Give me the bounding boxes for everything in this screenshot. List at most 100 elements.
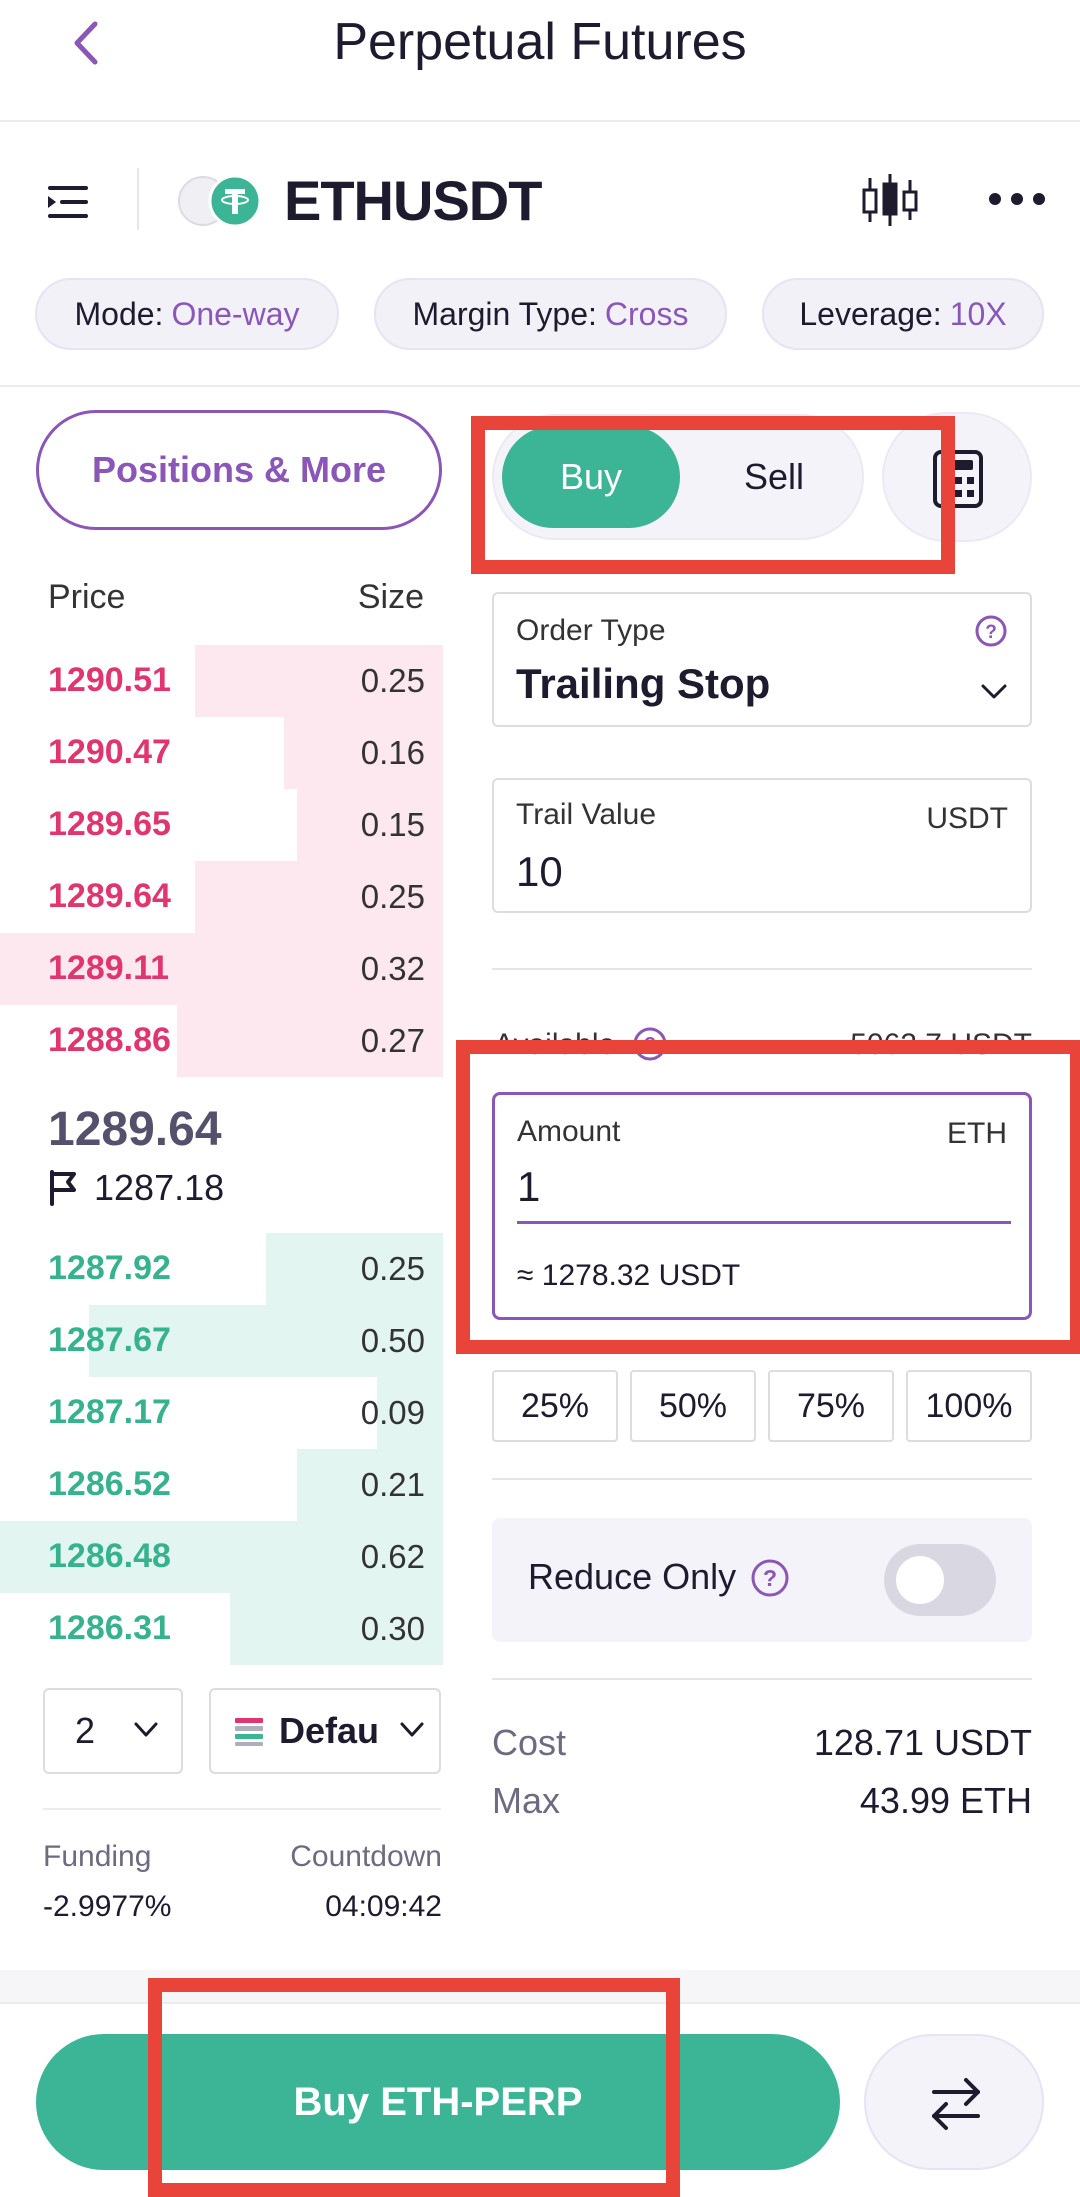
orderbook-bid-row[interactable]: 1287.92 0.25 bbox=[0, 1233, 443, 1305]
margin-type-pill[interactable]: Margin Type: Cross bbox=[374, 278, 727, 350]
amount-unit: ETH bbox=[947, 1117, 1007, 1150]
chevron-down-icon bbox=[134, 1722, 158, 1737]
trail-value-input[interactable]: Trail Value USDT 10 bbox=[492, 778, 1032, 913]
help-icon[interactable]: ? bbox=[974, 614, 1008, 648]
orderbook-size: 0.30 bbox=[360, 1610, 425, 1647]
orderbook-price: 1289.11 bbox=[48, 949, 170, 987]
buy-sell-toggle: Buy Sell bbox=[492, 414, 864, 540]
order-type-value: Trailing Stop bbox=[516, 660, 771, 707]
orderbook-price: 1287.92 bbox=[48, 1249, 171, 1287]
orderbook-bid-row[interactable]: 1287.17 0.09 bbox=[0, 1377, 443, 1449]
orderbook-view-select[interactable]: Defau bbox=[209, 1688, 441, 1774]
swap-button[interactable] bbox=[864, 2034, 1044, 2170]
orderbook-price: 1286.52 bbox=[48, 1465, 171, 1503]
orderbook-size: 0.27 bbox=[360, 1022, 425, 1059]
orderbook-ask-row[interactable]: 1288.86 0.27 bbox=[0, 1005, 443, 1077]
amount-value: 1 bbox=[517, 1163, 541, 1210]
depth-bar bbox=[230, 1593, 443, 1665]
orderbook-bid-row[interactable]: 1286.48 0.62 bbox=[0, 1521, 443, 1593]
amount-label: Amount bbox=[517, 1115, 621, 1148]
buy-tab[interactable]: Buy bbox=[502, 426, 680, 528]
max-label: Max bbox=[492, 1780, 561, 1821]
divider bbox=[43, 1808, 441, 1810]
orderbook-price: 1287.67 bbox=[48, 1321, 171, 1359]
orderbook-ask-row[interactable]: 1290.47 0.16 bbox=[0, 717, 443, 789]
orderbook-view-value: Defau bbox=[279, 1710, 380, 1751]
orderbook-price: 1288.86 bbox=[48, 1021, 171, 1059]
symbol-name[interactable]: ETHUSDT bbox=[284, 169, 542, 232]
depth-bar bbox=[297, 1449, 443, 1521]
orderbook-size: 0.25 bbox=[360, 878, 425, 915]
help-icon[interactable]: ? bbox=[750, 1558, 790, 1598]
input-underline bbox=[517, 1221, 1011, 1224]
orderbook-ask-row[interactable]: 1290.51 0.25 bbox=[0, 645, 443, 717]
pair-coins-icon bbox=[178, 174, 262, 228]
reduce-only-label: Reduce Only bbox=[528, 1556, 737, 1597]
funding-label: Funding bbox=[43, 1840, 152, 1873]
swap-arrows-icon bbox=[932, 2078, 980, 2130]
orderbook-size: 0.25 bbox=[360, 662, 425, 699]
highlight-box-buy-button bbox=[148, 1978, 680, 2197]
depth-precision-value: 2 bbox=[75, 1710, 96, 1751]
svg-text:?: ? bbox=[985, 622, 997, 643]
candlestick-chart-icon[interactable] bbox=[860, 172, 920, 228]
mode-label: Mode: bbox=[74, 295, 164, 332]
orderbook-layout-icon bbox=[235, 1718, 263, 1746]
chevron-down-icon bbox=[981, 684, 1007, 699]
orderbook-price: 1286.48 bbox=[48, 1537, 171, 1575]
order-type-select[interactable]: Order Type ? Trailing Stop bbox=[492, 592, 1032, 727]
depth-bar bbox=[195, 861, 443, 933]
trail-value-value: 10 bbox=[516, 848, 563, 895]
orderbook-ask-row[interactable]: 1289.64 0.25 bbox=[0, 861, 443, 933]
orderbook-ask-row[interactable]: 1289.11 0.32 bbox=[0, 933, 443, 1005]
divider bbox=[0, 385, 1080, 387]
trail-value-label: Trail Value bbox=[516, 798, 657, 831]
list-menu-icon[interactable] bbox=[46, 180, 90, 224]
buy-eth-perp-button[interactable]: Buy ETH-PERP bbox=[36, 2034, 840, 2170]
sell-tab[interactable]: Sell bbox=[743, 456, 805, 497]
orderbook-price: 1289.64 bbox=[48, 877, 171, 915]
highlight-box-side-toggle bbox=[471, 416, 955, 574]
percent-50-button[interactable]: 50% bbox=[630, 1370, 756, 1442]
depth-bar bbox=[195, 645, 443, 717]
page-title: Perpetual Futures bbox=[333, 13, 747, 71]
orderbook-bid-row[interactable]: 1287.67 0.50 bbox=[0, 1305, 443, 1377]
mode-pill[interactable]: Mode: One-way bbox=[35, 278, 339, 350]
leverage-label: Leverage: bbox=[799, 295, 942, 332]
leverage-value: 10X bbox=[949, 295, 1007, 332]
orderbook-price-header: Price bbox=[48, 578, 126, 616]
svg-text:?: ? bbox=[763, 1565, 777, 1591]
orderbook-bid-row[interactable]: 1286.52 0.21 bbox=[0, 1449, 443, 1521]
funding-rate: -2.9977% bbox=[43, 1890, 172, 1923]
reduce-only-row: Reduce Only ? bbox=[492, 1518, 1032, 1642]
depth-precision-select[interactable]: 2 bbox=[43, 1688, 183, 1774]
orderbook-size: 0.16 bbox=[360, 734, 425, 771]
highlight-box-amount bbox=[456, 1040, 1080, 1354]
divider bbox=[492, 1478, 1032, 1480]
order-type-label: Order Type bbox=[516, 614, 666, 647]
reduce-only-toggle[interactable] bbox=[884, 1544, 996, 1616]
positions-more-button[interactable]: Positions & More bbox=[36, 410, 442, 530]
depth-bar bbox=[0, 1521, 443, 1593]
orderbook-size: 0.15 bbox=[360, 806, 425, 843]
percent-25-button[interactable]: 25% bbox=[492, 1370, 618, 1442]
divider bbox=[492, 968, 1032, 970]
orderbook-price: 1290.51 bbox=[48, 661, 171, 699]
back-button[interactable] bbox=[66, 18, 106, 68]
percent-100-button[interactable]: 100% bbox=[906, 1370, 1032, 1442]
orderbook-ask-row[interactable]: 1289.65 0.15 bbox=[0, 789, 443, 861]
divider bbox=[492, 1678, 1032, 1680]
depth-bar bbox=[266, 1233, 443, 1305]
percent-75-button[interactable]: 75% bbox=[768, 1370, 894, 1442]
amount-input[interactable]: Amount ETH 1 ≈ 1278.32 USDT bbox=[492, 1092, 1032, 1320]
last-price: 1289.64 bbox=[48, 1103, 222, 1156]
chevron-down-icon bbox=[400, 1722, 424, 1737]
orderbook-size: 0.50 bbox=[360, 1322, 425, 1359]
amount-usdt-estimate: ≈ 1278.32 USDT bbox=[517, 1259, 741, 1292]
more-options-icon[interactable] bbox=[988, 186, 1046, 212]
leverage-pill[interactable]: Leverage: 10X bbox=[762, 278, 1044, 350]
orderbook-bid-row[interactable]: 1286.31 0.30 bbox=[0, 1593, 443, 1665]
orderbook-size: 0.09 bbox=[360, 1394, 425, 1431]
mark-price: 1287.18 bbox=[94, 1167, 225, 1208]
orderbook-price: 1289.65 bbox=[48, 805, 171, 843]
